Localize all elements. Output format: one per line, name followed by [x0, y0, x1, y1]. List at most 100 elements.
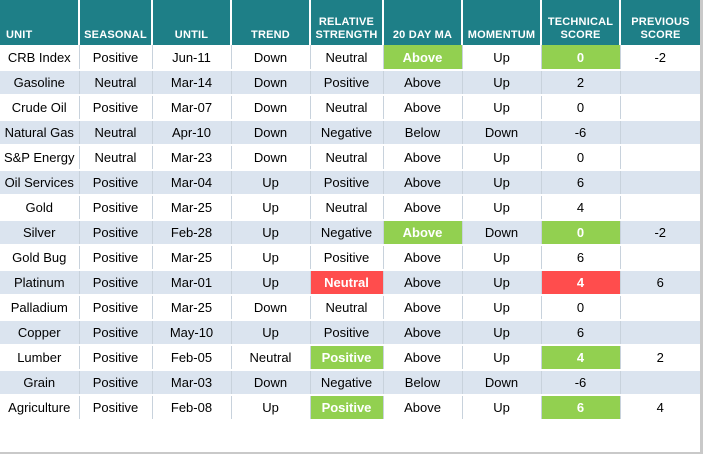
cell-unit[interactable]: Agriculture: [0, 395, 80, 421]
cell-momentum[interactable]: Up: [462, 170, 542, 196]
cell-momentum[interactable]: Up: [462, 395, 542, 421]
cell-seasonal[interactable]: Neutral: [79, 145, 153, 171]
cell-momentum[interactable]: Up: [462, 320, 542, 346]
cell-previous-score[interactable]: [620, 170, 700, 196]
cell-trend[interactable]: Up: [231, 220, 311, 246]
cell-previous-score[interactable]: [620, 70, 700, 96]
cell-trend[interactable]: Down: [231, 45, 311, 71]
cell-previous-score[interactable]: -2: [620, 45, 700, 71]
cell-relative-strength[interactable]: Negative: [310, 220, 384, 246]
cell-momentum[interactable]: Up: [462, 95, 542, 121]
cell-previous-score[interactable]: 2: [620, 345, 700, 371]
cell-20-day-ma[interactable]: Above: [383, 320, 463, 346]
cell-trend[interactable]: Up: [231, 195, 311, 221]
cell-relative-strength[interactable]: Neutral: [310, 95, 384, 121]
cell-relative-strength[interactable]: Negative: [310, 120, 384, 146]
cell-seasonal[interactable]: Positive: [79, 170, 153, 196]
cell-momentum[interactable]: Up: [462, 70, 542, 96]
cell-trend[interactable]: Up: [231, 395, 311, 421]
cell-trend[interactable]: Down: [231, 145, 311, 171]
cell-relative-strength[interactable]: Neutral: [310, 270, 384, 296]
cell-20-day-ma[interactable]: Above: [383, 395, 463, 421]
cell-until[interactable]: Mar-07: [152, 95, 232, 121]
cell-until[interactable]: Apr-10: [152, 120, 232, 146]
cell-unit[interactable]: Platinum: [0, 270, 80, 296]
cell-momentum[interactable]: Down: [462, 370, 542, 396]
cell-unit[interactable]: Oil Services: [0, 170, 80, 196]
cell-trend[interactable]: Down: [231, 70, 311, 96]
cell-20-day-ma[interactable]: Above: [383, 145, 463, 171]
cell-20-day-ma[interactable]: Above: [383, 70, 463, 96]
cell-previous-score[interactable]: [620, 145, 700, 171]
cell-until[interactable]: Mar-25: [152, 195, 232, 221]
cell-trend[interactable]: Up: [231, 320, 311, 346]
cell-seasonal[interactable]: Positive: [79, 370, 153, 396]
cell-until[interactable]: Mar-25: [152, 295, 232, 321]
cell-previous-score[interactable]: [620, 195, 700, 221]
cell-technical-score[interactable]: -6: [541, 370, 621, 396]
header-seasonal[interactable]: SEASONAL: [79, 0, 153, 45]
cell-until[interactable]: Mar-01: [152, 270, 232, 296]
cell-relative-strength[interactable]: Neutral: [310, 195, 384, 221]
cell-20-day-ma[interactable]: Above: [383, 95, 463, 121]
cell-technical-score[interactable]: 4: [541, 345, 621, 371]
cell-trend[interactable]: Up: [231, 245, 311, 271]
cell-previous-score[interactable]: 6: [620, 270, 700, 296]
cell-unit[interactable]: Natural Gas: [0, 120, 80, 146]
cell-unit[interactable]: Copper: [0, 320, 80, 346]
cell-momentum[interactable]: Up: [462, 45, 542, 71]
cell-seasonal[interactable]: Positive: [79, 270, 153, 296]
cell-until[interactable]: Feb-08: [152, 395, 232, 421]
cell-20-day-ma[interactable]: Below: [383, 120, 463, 146]
cell-until[interactable]: Feb-28: [152, 220, 232, 246]
header-previous-score[interactable]: PREVIOUS SCORE: [620, 0, 700, 45]
cell-relative-strength[interactable]: Positive: [310, 345, 384, 371]
cell-20-day-ma[interactable]: Above: [383, 195, 463, 221]
cell-until[interactable]: Mar-14: [152, 70, 232, 96]
cell-technical-score[interactable]: 0: [541, 45, 621, 71]
cell-seasonal[interactable]: Positive: [79, 195, 153, 221]
cell-seasonal[interactable]: Positive: [79, 45, 153, 71]
header-trend[interactable]: TREND: [231, 0, 311, 45]
cell-previous-score[interactable]: [620, 320, 700, 346]
cell-20-day-ma[interactable]: Above: [383, 170, 463, 196]
cell-momentum[interactable]: Up: [462, 295, 542, 321]
cell-trend[interactable]: Down: [231, 370, 311, 396]
cell-until[interactable]: Jun-11: [152, 45, 232, 71]
cell-technical-score[interactable]: -6: [541, 120, 621, 146]
cell-seasonal[interactable]: Positive: [79, 345, 153, 371]
cell-trend[interactable]: Neutral: [231, 345, 311, 371]
cell-technical-score[interactable]: 0: [541, 145, 621, 171]
cell-momentum[interactable]: Up: [462, 145, 542, 171]
cell-unit[interactable]: S&P Energy: [0, 145, 80, 171]
cell-relative-strength[interactable]: Negative: [310, 370, 384, 396]
cell-momentum[interactable]: Down: [462, 120, 542, 146]
header-until[interactable]: UNTIL: [152, 0, 232, 45]
cell-trend[interactable]: Up: [231, 170, 311, 196]
cell-technical-score[interactable]: 6: [541, 320, 621, 346]
cell-20-day-ma[interactable]: Above: [383, 245, 463, 271]
cell-previous-score[interactable]: [620, 95, 700, 121]
cell-technical-score[interactable]: 0: [541, 295, 621, 321]
cell-seasonal[interactable]: Neutral: [79, 70, 153, 96]
cell-relative-strength[interactable]: Neutral: [310, 45, 384, 71]
header-technical-score[interactable]: TECHNICAL SCORE: [541, 0, 621, 45]
cell-previous-score[interactable]: -2: [620, 220, 700, 246]
cell-technical-score[interactable]: 2: [541, 70, 621, 96]
cell-relative-strength[interactable]: Positive: [310, 320, 384, 346]
cell-seasonal[interactable]: Positive: [79, 220, 153, 246]
cell-technical-score[interactable]: 4: [541, 270, 621, 296]
cell-previous-score[interactable]: [620, 370, 700, 396]
cell-until[interactable]: May-10: [152, 320, 232, 346]
cell-unit[interactable]: Gold: [0, 195, 80, 221]
cell-seasonal[interactable]: Positive: [79, 320, 153, 346]
cell-seasonal[interactable]: Neutral: [79, 120, 153, 146]
cell-technical-score[interactable]: 6: [541, 170, 621, 196]
header-relative-strength[interactable]: RELATIVE STRENGTH: [310, 0, 384, 45]
cell-previous-score[interactable]: 4: [620, 395, 700, 421]
cell-until[interactable]: Mar-25: [152, 245, 232, 271]
cell-unit[interactable]: Crude Oil: [0, 95, 80, 121]
cell-until[interactable]: Mar-03: [152, 370, 232, 396]
cell-technical-score[interactable]: 0: [541, 220, 621, 246]
cell-seasonal[interactable]: Positive: [79, 295, 153, 321]
